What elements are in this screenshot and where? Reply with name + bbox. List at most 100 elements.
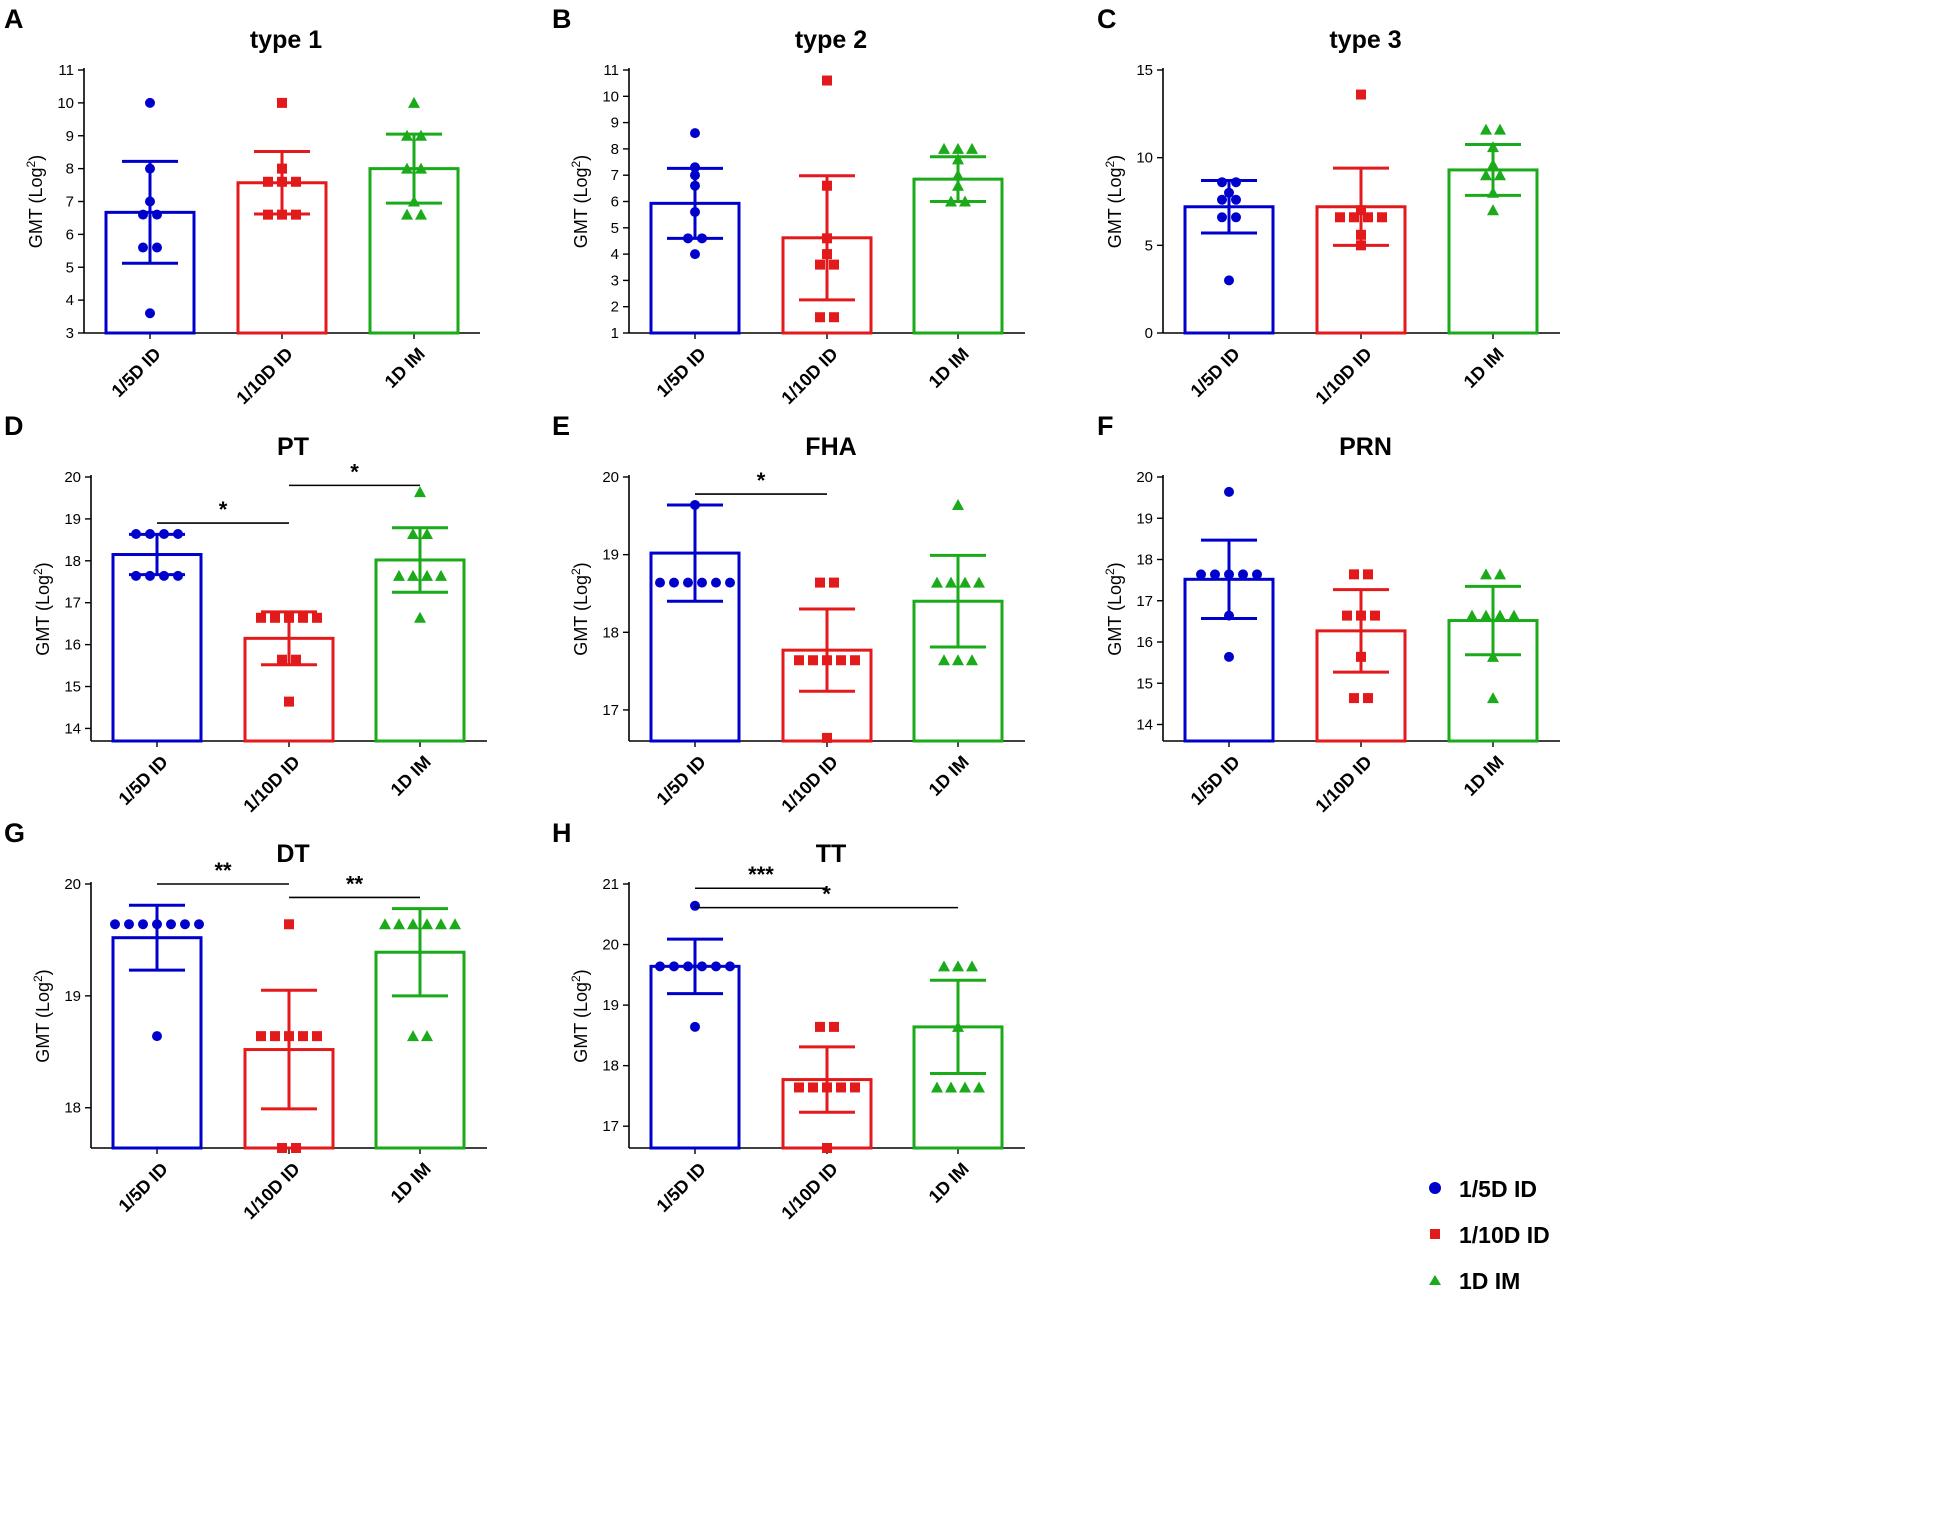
data-point [938,960,950,972]
data-point [1224,569,1234,580]
data-point [815,259,825,270]
y-tick-label: 7 [611,167,619,184]
data-point [690,170,700,181]
legend-label: 1D IM [1459,1268,1520,1294]
data-point [959,1081,971,1093]
data-point [822,233,832,244]
x-tick-label: 1D IM [387,752,435,800]
y-tick-label: 11 [58,62,74,79]
bar [111,553,203,743]
data-point [421,569,433,581]
x-tick-label: 1/10D ID [1311,752,1375,816]
data-point [952,169,964,181]
y-tick-label: 3 [66,325,74,342]
y-tick-label: 19 [1136,510,1153,527]
data-point [655,961,665,972]
data-point [138,242,148,253]
y-axis-title: GMT (Log2) [24,155,46,248]
data-point [690,128,700,139]
y-axis-title: GMT (Log2) [31,969,53,1062]
y-tick-label: 6 [66,226,74,243]
data-point [711,577,721,588]
significance-label: ** [214,858,232,883]
data-point [291,654,301,665]
data-point [822,75,832,86]
data-point [952,179,964,191]
data-point [277,654,287,665]
data-point [952,498,964,510]
panel-letter: D [4,411,24,441]
data-point [829,312,839,323]
data-point [952,153,964,165]
data-point [690,1021,700,1032]
x-tick-label: 1/10D ID [777,1159,841,1223]
x-tick-label: 1D IM [381,344,429,392]
x-tick-label: 1D IM [1460,344,1508,392]
panel-title: type 2 [795,26,867,54]
significance-label: * [350,459,359,484]
panel-letter: G [4,818,25,848]
x-tick-label: 1/5D ID [653,344,710,401]
y-axis-title: GMT (Log2) [569,562,591,655]
y-tick-label: 18 [64,553,81,570]
data-point [1224,187,1234,198]
data-point [1224,610,1234,621]
y-tick-label: 9 [611,115,619,132]
panel-title: PRN [1339,433,1392,461]
y-tick-label: 9 [66,128,74,145]
data-point [931,576,943,588]
data-point [1480,169,1492,181]
data-point [669,961,679,972]
data-point [1466,609,1478,621]
data-point [277,1143,287,1153]
data-point [407,1030,419,1042]
panel-f: F PRN 14 15 16 17 18 19 20 GMT (Log2) 1/5D ID 1/10D… [1097,411,1560,816]
data-point [1356,229,1366,240]
x-tick-label: 1/5D ID [653,752,710,809]
y-tick-label: 21 [602,876,619,893]
x-tick-label: 1/10D ID [1311,344,1375,408]
data-point [408,195,420,207]
significance-label: ** [346,871,364,896]
data-point [690,499,700,510]
panel-g: G DT 18 19 20 GMT (Log2) 1/5D ID 1/10D ID 1D IM *… [4,818,487,1223]
significance-label: * [822,882,831,907]
data-point [1217,212,1227,223]
data-point [1349,212,1359,223]
data-point [822,655,832,666]
significance-label: * [219,497,228,522]
data-point [401,208,413,220]
data-point [1231,177,1241,188]
y-tick-label: 11 [603,62,619,79]
panel-title: PT [277,433,309,461]
data-point [1196,569,1206,580]
x-tick-label: 1/5D ID [1187,752,1244,809]
data-point [1377,212,1387,223]
data-point [379,918,391,930]
y-tick-label: 1 [611,325,619,342]
data-point [725,577,735,588]
y-tick-label: 19 [64,988,81,1005]
y-tick-label: 18 [64,1100,81,1117]
data-point [1356,651,1366,662]
y-tick-label: 15 [1136,62,1153,79]
y-tick-label: 0 [1145,325,1153,342]
data-point [277,176,287,187]
data-point [711,961,721,972]
y-tick-label: 15 [64,679,81,696]
data-point [415,162,427,174]
panel-letter: A [4,4,24,34]
data-point [945,195,957,207]
data-point [298,612,308,623]
data-point [938,142,950,154]
data-point [683,961,693,972]
data-point [414,611,426,623]
data-point [407,527,419,539]
data-point [312,1031,322,1042]
data-point [1231,194,1241,205]
data-point [145,528,155,539]
data-point [408,96,420,108]
y-axis-title: GMT (Log2) [569,969,591,1062]
x-tick-label: 1/5D ID [115,752,172,809]
